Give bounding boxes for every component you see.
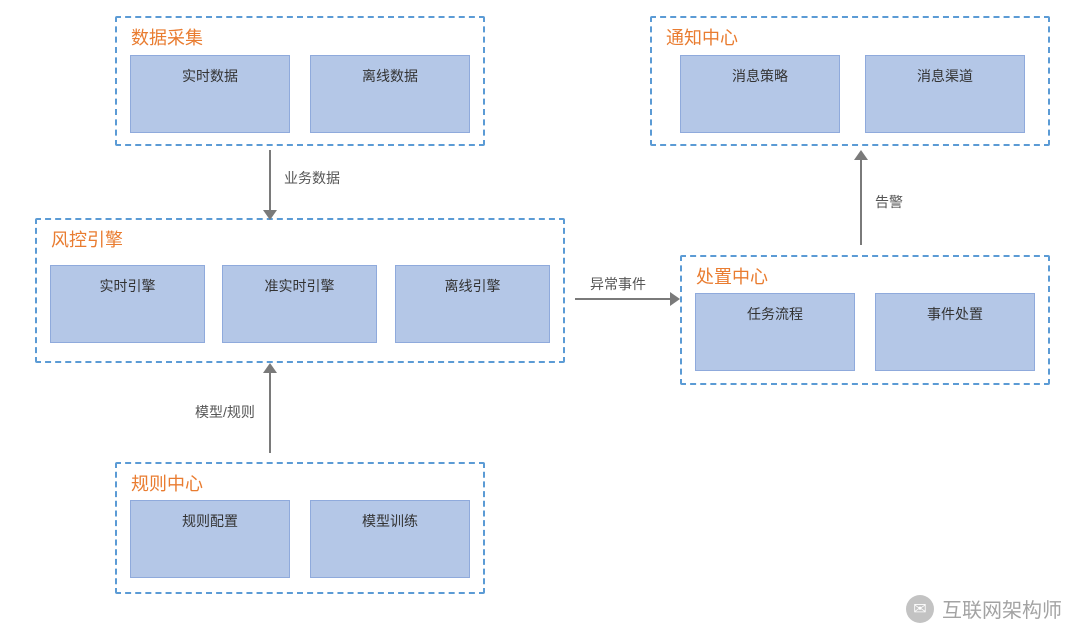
node-msg-strategy: 消息策略 bbox=[680, 55, 840, 133]
node-msg-channel: 消息渠道 bbox=[865, 55, 1025, 133]
edge-line-e-model-rule bbox=[269, 373, 271, 453]
node-realtime-engine: 实时引擎 bbox=[50, 265, 205, 343]
node-offline-engine: 离线引擎 bbox=[395, 265, 550, 343]
edge-label-e-anomaly: 异常事件 bbox=[590, 274, 646, 294]
watermark: ✉ 互联网架构师 bbox=[906, 594, 1062, 623]
edge-label-e-model-rule: 模型/规则 bbox=[195, 402, 255, 422]
group-title: 数据采集 bbox=[131, 24, 203, 50]
arrow-head-icon bbox=[854, 150, 868, 160]
group-title: 处置中心 bbox=[696, 263, 768, 289]
group-title: 通知中心 bbox=[666, 24, 738, 50]
arrow-head-icon bbox=[263, 210, 277, 220]
arrow-head-icon bbox=[263, 363, 277, 373]
wechat-icon: ✉ bbox=[906, 595, 934, 623]
watermark-text: 互联网架构师 bbox=[942, 594, 1062, 623]
node-event-handle: 事件处置 bbox=[875, 293, 1035, 371]
node-model-train: 模型训练 bbox=[310, 500, 470, 578]
arrow-head-icon bbox=[670, 292, 680, 306]
diagram-canvas: 数据采集实时数据离线数据风控引擎实时引擎准实时引擎离线引擎规则中心规则配置模型训… bbox=[0, 0, 1080, 637]
edge-line-e-alert bbox=[860, 160, 862, 245]
node-rule-config: 规则配置 bbox=[130, 500, 290, 578]
edge-line-e-anomaly bbox=[575, 298, 670, 300]
group-title: 规则中心 bbox=[131, 470, 203, 496]
node-realtime-data: 实时数据 bbox=[130, 55, 290, 133]
edge-line-e-biz-data bbox=[269, 150, 271, 210]
node-offline-data: 离线数据 bbox=[310, 55, 470, 133]
edge-label-e-alert: 告警 bbox=[875, 192, 903, 212]
edge-label-e-biz-data: 业务数据 bbox=[284, 168, 340, 188]
node-near-rt-engine: 准实时引擎 bbox=[222, 265, 377, 343]
node-task-flow: 任务流程 bbox=[695, 293, 855, 371]
group-title: 风控引擎 bbox=[51, 226, 123, 252]
